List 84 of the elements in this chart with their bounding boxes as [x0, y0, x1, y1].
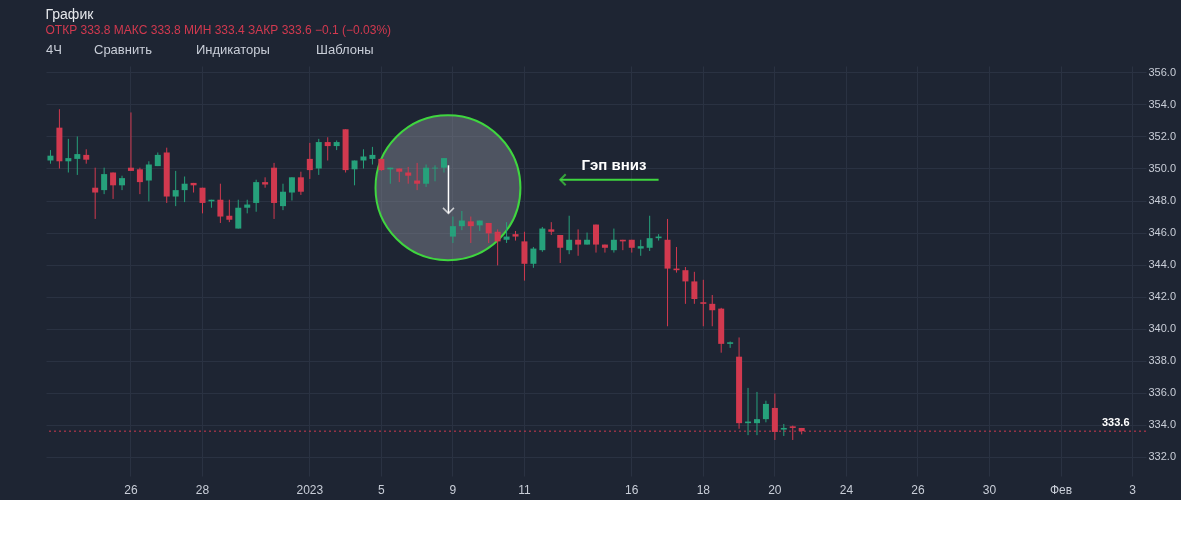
x-tick-label: 2023 [296, 482, 324, 497]
candlestick [753, 391, 760, 436]
x-tick-label: 11 [518, 482, 531, 497]
candlestick [727, 340, 734, 349]
candlestick [127, 111, 134, 172]
y-tick-label: 352.0 [1148, 129, 1177, 142]
y-tick-label: 332.0 [1148, 450, 1177, 463]
candlestick [700, 279, 707, 327]
y-tick-label: 336.0 [1148, 386, 1177, 399]
candlestick [610, 228, 617, 254]
candlestick [691, 271, 698, 305]
y-tick-label: 338.0 [1148, 354, 1177, 367]
candlestick [521, 231, 528, 282]
candlestick [235, 199, 242, 230]
x-tick-label: 3 [1129, 482, 1137, 497]
candlestick [584, 232, 591, 246]
candlestick [360, 148, 367, 169]
x-tick-label: 16 [625, 482, 639, 497]
candlestick [65, 138, 72, 173]
annotation: Гэп вниз [581, 156, 647, 174]
candlestick [136, 167, 143, 195]
candlestick [101, 167, 108, 195]
text: 4Ч [46, 42, 62, 57]
candlestick [494, 228, 501, 266]
candlestick [253, 179, 260, 213]
candlestick [762, 400, 769, 423]
candlestick [145, 160, 152, 202]
y-tick-label: 342.0 [1148, 290, 1177, 303]
x-tick-label: 5 [378, 482, 386, 497]
y-tick-label: 356.0 [1148, 65, 1177, 78]
candlestick [467, 216, 474, 244]
candlestick [199, 187, 206, 214]
x-tick-label: Фев [1049, 482, 1073, 497]
candlestick [226, 199, 233, 223]
candlestick [217, 183, 224, 224]
ref-line-label: 333.6 [1102, 416, 1130, 429]
candlestick [262, 176, 269, 189]
y-tick-label: 346.0 [1148, 226, 1177, 239]
candlestick [709, 294, 716, 327]
candlestick [279, 183, 286, 211]
candlestick [181, 176, 188, 203]
chart-subtitle: ОТКР 333.8 МАКС 333.8 МИН 333.4 ЗАКР 333.6 −0.1 (−0.03%) [45, 23, 392, 37]
candlestick [306, 142, 313, 180]
candlestick [414, 162, 421, 191]
x-tick-label: 26 [124, 482, 138, 497]
candlestick [351, 159, 358, 186]
y-tick-label: 354.0 [1148, 97, 1177, 110]
candlestick [423, 164, 430, 188]
candlestick [539, 226, 546, 253]
candlestick [646, 215, 653, 252]
y-tick-label: 334.0 [1148, 418, 1177, 431]
candlestick [593, 224, 599, 254]
y-tick-label: 340.0 [1148, 322, 1177, 335]
y-tick-label: 348.0 [1148, 194, 1177, 207]
x-tick-label: 24 [839, 482, 854, 497]
x-tick-label: 26 [911, 482, 925, 497]
y-tick-label: 350.0 [1148, 162, 1177, 174]
candlestick [119, 175, 126, 191]
candlestick [449, 216, 456, 244]
candlestick [324, 136, 331, 161]
candlestick [566, 215, 573, 255]
chart-title: График [45, 6, 95, 22]
text: Индикаторы [196, 42, 270, 57]
candlestick [297, 171, 304, 196]
candlestick [575, 228, 582, 257]
x-tick-label: 30 [982, 482, 997, 497]
candlestick [682, 266, 689, 305]
text: Шаблоны [316, 42, 374, 57]
candlestick [74, 135, 81, 176]
candlestick [92, 167, 99, 220]
x-tick-label: 28 [195, 482, 210, 497]
candlestick [601, 244, 608, 254]
x-tick-label: 9 [449, 482, 457, 497]
x-tick-label: 20 [768, 482, 782, 497]
y-tick-label: 344.0 [1148, 258, 1177, 271]
candlestick [288, 176, 295, 202]
candlestick [530, 246, 537, 269]
candlestick [503, 221, 510, 244]
x-tick-label: 18 [696, 482, 711, 497]
candlestick [432, 164, 439, 182]
candlestick [557, 234, 564, 264]
candlestick [172, 170, 179, 207]
candlestick [110, 172, 117, 200]
text: Сравнить [94, 42, 153, 57]
